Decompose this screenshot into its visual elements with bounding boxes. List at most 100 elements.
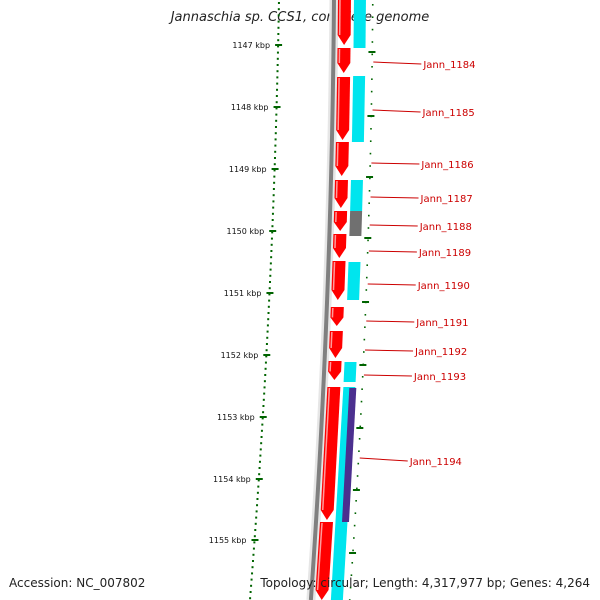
leader-line bbox=[366, 320, 415, 323]
leader-line bbox=[368, 250, 417, 253]
leader-line bbox=[370, 196, 419, 199]
inner-scale-dot bbox=[369, 177, 371, 180]
forward-gene-7 bbox=[332, 234, 347, 258]
leader-line bbox=[367, 283, 416, 286]
inner-scale-dot bbox=[368, 214, 370, 217]
inner-scale-dot bbox=[361, 388, 363, 390]
scale-dot bbox=[255, 516, 258, 519]
inner-scale-dot bbox=[359, 425, 362, 428]
scale-dot bbox=[259, 448, 262, 451]
inner-scale-dot bbox=[371, 78, 373, 80]
kbp-label: 1149 kbp bbox=[229, 165, 267, 174]
scale-dot bbox=[259, 454, 262, 457]
inner-scale-dot bbox=[371, 4, 374, 6]
scale-dot bbox=[256, 504, 259, 507]
scale-dot bbox=[260, 436, 263, 438]
inner-scale-dot bbox=[357, 462, 360, 465]
scale-dot bbox=[264, 367, 267, 370]
inner-scale-dot bbox=[361, 376, 364, 378]
reverse-gene-4 bbox=[347, 262, 361, 300]
gene-label-Jann_1193: Jann_1193 bbox=[413, 372, 466, 383]
forward-gene-10-highlight bbox=[330, 331, 333, 349]
scale-dot bbox=[272, 200, 275, 203]
forward-gene-4 bbox=[335, 142, 349, 176]
inner-scale-dot bbox=[360, 413, 362, 415]
scale-dot bbox=[277, 14, 280, 17]
forward-gene-12 bbox=[320, 387, 341, 520]
scale-dot bbox=[273, 157, 276, 159]
scale-dot bbox=[251, 572, 254, 575]
inner-scale-dot bbox=[369, 152, 372, 155]
scale-dot bbox=[255, 510, 258, 513]
kbp-label: 1154 kbp bbox=[213, 475, 251, 484]
scale-dot bbox=[275, 113, 278, 116]
scale-dot bbox=[254, 529, 257, 531]
scale-dot bbox=[276, 51, 279, 54]
scale-dot bbox=[268, 299, 271, 302]
inner-scale-dot bbox=[362, 363, 365, 366]
scale-dot bbox=[270, 237, 273, 240]
scale-dot bbox=[271, 219, 274, 221]
scale-dot bbox=[271, 212, 274, 215]
inner-scale-dot bbox=[371, 41, 374, 43]
scale-dot bbox=[254, 522, 257, 525]
kbp-label: 1151 kbp bbox=[224, 289, 262, 298]
scale-dot bbox=[274, 138, 277, 141]
inner-scale-dot bbox=[369, 140, 372, 142]
leader-line bbox=[369, 224, 418, 227]
scale-dot bbox=[249, 591, 252, 593]
inner-scale-dot bbox=[352, 549, 354, 552]
inner-scale-dot bbox=[356, 487, 358, 490]
inner-scale-dot bbox=[371, 66, 373, 68]
scale-dot bbox=[276, 88, 279, 91]
scale-dot bbox=[270, 250, 273, 252]
scale-dot bbox=[261, 417, 264, 420]
inner-scale-dot bbox=[366, 264, 369, 266]
scale-dot bbox=[272, 206, 275, 209]
forward-gene-3-highlight bbox=[337, 77, 340, 131]
scale-dot bbox=[251, 566, 254, 569]
kbp-label: 1150 kbp bbox=[227, 227, 265, 236]
scale-dot bbox=[274, 132, 277, 135]
gene-label-Jann_1186: Jann_1186 bbox=[420, 160, 473, 171]
scale-dot bbox=[269, 274, 272, 277]
scale-dot bbox=[260, 429, 263, 432]
scale-dot bbox=[266, 324, 269, 327]
reverse-gene-3 bbox=[350, 180, 363, 211]
scale-dot bbox=[252, 553, 255, 556]
leader-line bbox=[373, 61, 422, 65]
scale-dot bbox=[263, 392, 266, 395]
inner-scale-dot bbox=[370, 115, 373, 118]
scale-dot bbox=[275, 101, 278, 104]
scale-dot bbox=[273, 169, 276, 172]
inner-scale-dot bbox=[363, 338, 366, 341]
scale-dot bbox=[262, 405, 265, 407]
forward-gene-12-highlight bbox=[321, 387, 331, 511]
leader-line bbox=[365, 349, 414, 352]
kbp-label: 1147 kbp bbox=[232, 41, 270, 50]
grey-feature bbox=[349, 211, 363, 236]
scale-dot bbox=[262, 398, 265, 401]
backbone-line bbox=[308, 0, 336, 600]
inner-scale-dot bbox=[353, 537, 355, 539]
scale-dot bbox=[269, 268, 272, 271]
scale-dot bbox=[277, 20, 280, 23]
forward-gene-2 bbox=[337, 48, 351, 73]
forward-gene-13 bbox=[315, 522, 334, 600]
inner-scale-dot bbox=[351, 562, 354, 564]
forward-gene-3 bbox=[336, 77, 351, 140]
scale-dot bbox=[256, 498, 259, 500]
scale-dot bbox=[275, 95, 278, 97]
gene-label-Jann_1185: Jann_1185 bbox=[422, 108, 475, 119]
scale-dot bbox=[266, 336, 269, 339]
reverse-gene-5 bbox=[343, 362, 357, 382]
scale-dot bbox=[270, 256, 273, 259]
scale-dot bbox=[253, 541, 256, 544]
kbp-label: 1153 kbp bbox=[217, 413, 255, 422]
scale-dot bbox=[273, 181, 276, 184]
scale-dot bbox=[274, 150, 277, 153]
inner-scale-dot bbox=[371, 16, 374, 18]
inner-scale-dot bbox=[366, 252, 369, 254]
scale-dot bbox=[256, 491, 259, 494]
